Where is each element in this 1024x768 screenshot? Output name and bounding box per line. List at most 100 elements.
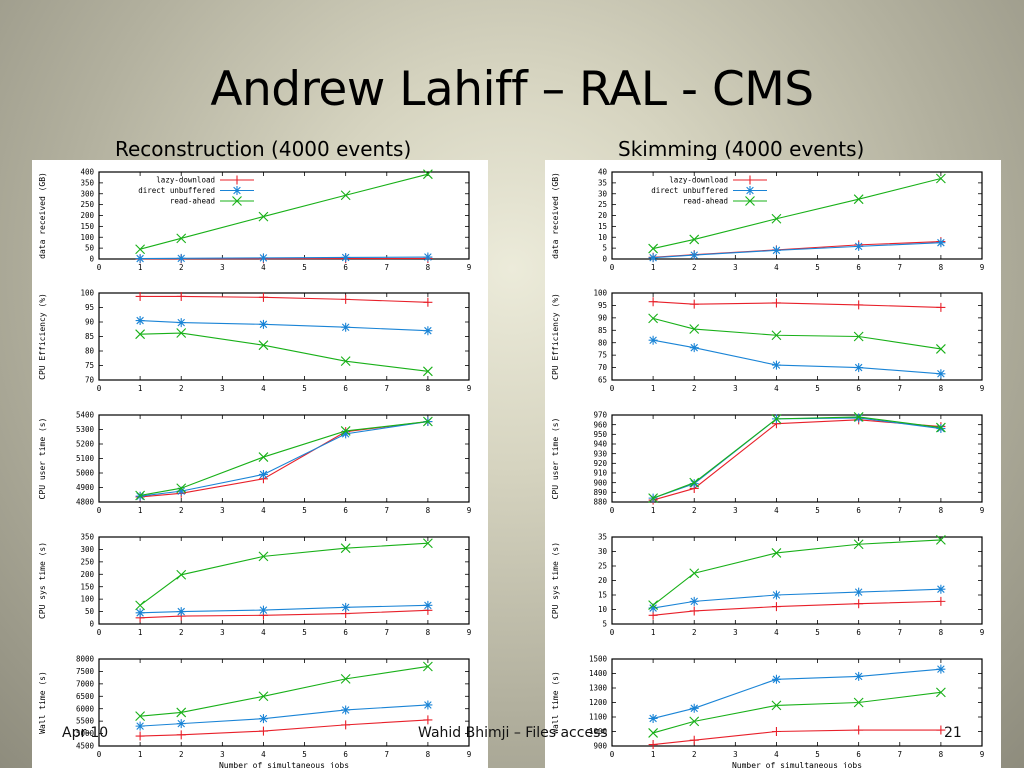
y-tick-label: 5200 <box>76 440 95 449</box>
data-point-marker <box>771 590 781 600</box>
data-point-marker <box>423 169 433 180</box>
y-tick-label: 4800 <box>76 498 95 507</box>
x-tick-label: 1 <box>651 628 656 637</box>
data-point-marker <box>423 297 433 307</box>
subplot-5: 4500 5000 5500 6000 6500 7000 7500 8000 0 1 2 3 4 5 6 7… <box>38 655 471 768</box>
data-point-marker <box>936 369 946 379</box>
legend-label: read-ahead <box>170 197 215 206</box>
data-point-marker <box>771 548 782 558</box>
x-tick-label: 9 <box>980 263 985 272</box>
data-point-marker <box>936 584 946 594</box>
x-tick-label: 9 <box>980 750 985 759</box>
x-tick-label: 1 <box>651 263 656 272</box>
x-tick-label: 9 <box>467 750 472 759</box>
data-point-marker <box>135 721 145 731</box>
plot-frame <box>98 536 470 625</box>
x-tick-label: 7 <box>898 384 903 393</box>
x-tick-label: 4 <box>261 263 266 272</box>
y-tick-label: 75 <box>85 361 94 370</box>
data-point-marker <box>135 254 145 264</box>
data-point-marker <box>176 569 187 580</box>
x-tick-label: 6 <box>856 506 861 515</box>
y-tick-label: 100 <box>593 289 607 298</box>
y-tick-label: 10 <box>598 605 608 614</box>
data-point-marker <box>423 700 433 710</box>
data-point-marker <box>771 727 781 736</box>
y-tick-label: 4500 <box>76 742 95 751</box>
subplot-2: 65 70 75 80 85 90 95 100 0 1 2 3 4 5 6 7 8 9 CPU Efficienc… <box>551 289 984 393</box>
data-point-marker <box>135 329 145 340</box>
data-point-marker <box>135 600 145 611</box>
y-axis-label: CPU user time (s) <box>38 418 47 500</box>
legend-marker <box>745 196 755 206</box>
x-tick-label: 5 <box>302 628 307 637</box>
x-tick-label: 2 <box>692 263 697 272</box>
x-tick-label: 8 <box>939 263 944 272</box>
y-tick-label: 95 <box>85 303 94 312</box>
x-tick-label: 5 <box>302 750 307 759</box>
data-point-marker <box>258 691 269 702</box>
data-point-marker <box>936 173 946 184</box>
y-tick-label: 960 <box>593 420 607 429</box>
data-point-marker <box>258 292 268 302</box>
x-tick-label: 6 <box>856 628 861 637</box>
x-tick-label: 1 <box>651 506 656 515</box>
y-tick-label: 70 <box>85 376 95 385</box>
x-tick-label: 1 <box>138 628 143 637</box>
y-tick-label: 20 <box>598 211 608 220</box>
plot-frame <box>98 292 470 381</box>
data-point-marker <box>341 252 351 262</box>
x-tick-label: 8 <box>426 384 431 393</box>
legend-label: read-ahead <box>683 197 728 206</box>
x-tick-label: 2 <box>179 628 184 637</box>
x-tick-label: 8 <box>939 628 944 637</box>
x-tick-label: 1 <box>138 384 143 393</box>
reconstruction-subtitle: Reconstruction (4000 events) <box>115 137 412 161</box>
y-tick-label: 80 <box>85 347 95 356</box>
skimming-subtitle: Skimming (4000 events) <box>618 137 865 161</box>
data-point-marker <box>341 602 351 612</box>
data-point-marker <box>936 344 946 354</box>
x-tick-label: 6 <box>856 263 861 272</box>
y-tick-label: 50 <box>85 607 95 616</box>
x-tick-label: 7 <box>898 263 903 272</box>
series-line-read-ahead <box>652 317 941 350</box>
y-tick-label: 1200 <box>589 698 608 707</box>
data-point-marker <box>936 422 946 433</box>
data-point-marker <box>340 426 351 436</box>
data-point-marker <box>689 299 699 309</box>
y-axis-label: Wall time (s) <box>38 671 47 734</box>
data-point-marker <box>771 413 782 424</box>
x-tick-label: 5 <box>815 263 820 272</box>
data-point-marker <box>423 538 433 549</box>
data-point-marker <box>771 602 781 612</box>
x-tick-label: 2 <box>692 384 697 393</box>
data-point-marker <box>135 244 145 255</box>
plot-frame <box>98 658 470 747</box>
x-tick-label: 2 <box>179 750 184 759</box>
y-tick-label: 85 <box>598 326 607 335</box>
y-tick-label: 5 <box>602 244 607 253</box>
subplot-4: 0 50 100 150 200 250 300 350 0 1 2 3 4 5 6 7 8 9 CPU sys t… <box>38 533 471 637</box>
y-tick-label: 5300 <box>76 425 95 434</box>
data-point-marker <box>854 725 864 735</box>
x-tick-label: 2 <box>179 384 184 393</box>
x-tick-label: 7 <box>898 506 903 515</box>
series-line-read-ahead <box>139 542 428 606</box>
series-line-read-ahead <box>140 420 428 497</box>
y-tick-label: 880 <box>593 498 607 507</box>
data-point-marker <box>853 194 864 205</box>
x-tick-label: 5 <box>815 384 820 393</box>
subplot-2: 70 75 80 85 90 95 100 0 1 2 3 4 5 6 7 8 9 CPU Efficiency … <box>38 289 471 393</box>
data-point-marker <box>648 493 658 504</box>
data-point-marker <box>341 294 351 304</box>
x-tick-label: 0 <box>610 384 615 393</box>
data-point-marker <box>176 607 186 617</box>
y-tick-label: 1400 <box>589 669 608 678</box>
y-tick-label: 90 <box>598 313 608 322</box>
x-tick-label: 6 <box>343 628 348 637</box>
data-point-marker <box>689 568 700 579</box>
x-tick-label: 2 <box>179 506 184 515</box>
x-tick-label: 9 <box>467 506 472 515</box>
